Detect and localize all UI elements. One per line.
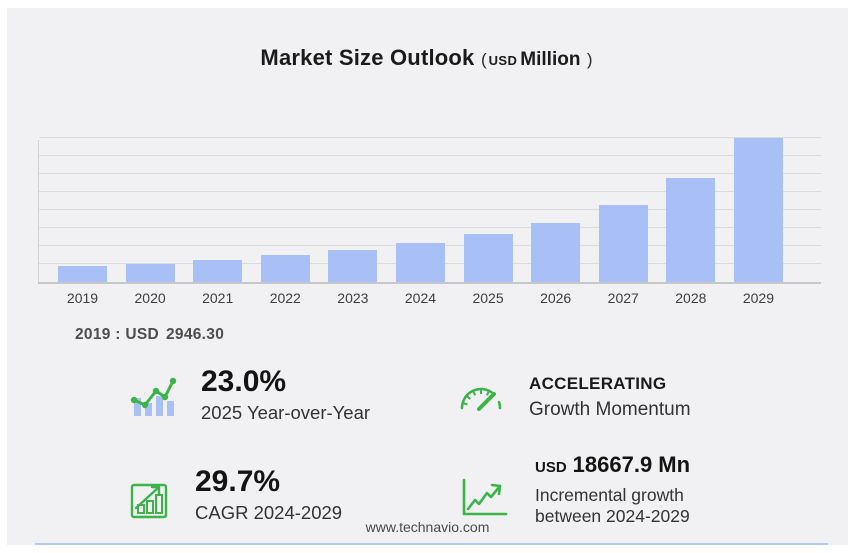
cagr-label: CAGR 2024-2029: [195, 501, 343, 523]
infographic-card: Market Size Outlook (USD Million ) 2019 20…: [7, 8, 848, 545]
x-axis-labels: 2019 2020 2021 2022 2023 2024 2025 2026 2027 2028…: [58, 290, 783, 306]
bar-chart: 2019 2020 2021 2022 2023 2024 2025 2026 2027 2028…: [38, 137, 821, 306]
yoy-label: 2025 Year-over-Year: [201, 401, 371, 423]
bar-2028: [666, 177, 716, 282]
gauge-icon: [459, 382, 503, 417]
bar-2023: [328, 249, 378, 282]
x-axis-label-2029: 2029: [742, 290, 775, 306]
incremental-value: 18667.9 Mn: [572, 452, 691, 477]
title-main: Market Size Outlook: [260, 45, 475, 70]
stat-incremental: USD 18667.9 Mn Incremental growth between…: [459, 452, 690, 527]
bar-2024: [395, 242, 445, 282]
bottom-accent-line: [35, 543, 828, 545]
bar-2027: [598, 204, 648, 282]
x-axis-label-2020: 2020: [134, 290, 166, 306]
bar-2025: [463, 233, 513, 282]
trend-bars-icon: [129, 372, 177, 423]
stat-cagr: 29.7% CAGR 2024-2029: [129, 466, 342, 525]
bar-2026: [531, 222, 581, 282]
x-axis-label-2023: 2023: [337, 290, 369, 306]
title-paren-open: (: [480, 50, 487, 69]
stat-yoy: 23.0% 2025 Year-over-Year: [129, 366, 370, 424]
bar-2021: [193, 259, 243, 282]
x-axis-label-2021: 2021: [202, 290, 234, 306]
base-year-annotation: 2019 : USD 2946.30: [75, 326, 224, 344]
gridline: [39, 227, 821, 228]
momentum-label: Growth Momentum: [529, 399, 691, 420]
framed-bar-growth-icon: [129, 478, 171, 525]
title-currency: USD: [488, 53, 518, 68]
x-axis-label-2019: 2019: [66, 290, 99, 306]
title-paren-close: ): [586, 50, 593, 69]
base-year-prefix: 2019 : USD: [75, 326, 159, 343]
bar-2019: [58, 265, 107, 282]
stat-momentum: ACCELERATING Growth Momentum: [459, 374, 691, 421]
page-title: Market Size Outlook (USD Million ): [7, 45, 848, 71]
base-year-value: 2946.30: [165, 326, 225, 343]
x-axis-label-2022: 2022: [269, 290, 301, 306]
x-axis-label-2027: 2027: [607, 290, 639, 306]
title-unit: Million: [520, 49, 581, 70]
yoy-value: 23.0%: [201, 365, 287, 398]
gridline: [39, 173, 821, 174]
x-axis-label-2028: 2028: [675, 290, 707, 306]
bar-2020: [125, 263, 175, 282]
bar-2029: [733, 138, 783, 282]
momentum-value: ACCELERATING: [529, 374, 667, 393]
x-axis-label-2024: 2024: [404, 290, 437, 306]
incremental-label: Incremental growth between 2024-2029: [535, 485, 690, 527]
gridline: [39, 137, 821, 138]
axes-growth-arrow-icon: [459, 478, 509, 523]
incremental-label-line1: Incremental growth: [535, 485, 684, 505]
gridline: [39, 155, 821, 156]
incremental-value-row: USD 18667.9 Mn: [535, 452, 690, 478]
x-axis-label-2025: 2025: [472, 290, 504, 306]
gridline: [39, 209, 821, 210]
website-footer: www.technavio.com: [365, 519, 490, 535]
incremental-label-line2: between 2024-2029: [535, 506, 690, 526]
x-axis-label-2026: 2026: [540, 290, 572, 306]
bar-series: [58, 138, 783, 282]
gridline: [39, 191, 821, 192]
incremental-currency: USD: [535, 459, 567, 476]
cagr-value: 29.7%: [195, 465, 281, 498]
bar-2022: [260, 254, 310, 282]
